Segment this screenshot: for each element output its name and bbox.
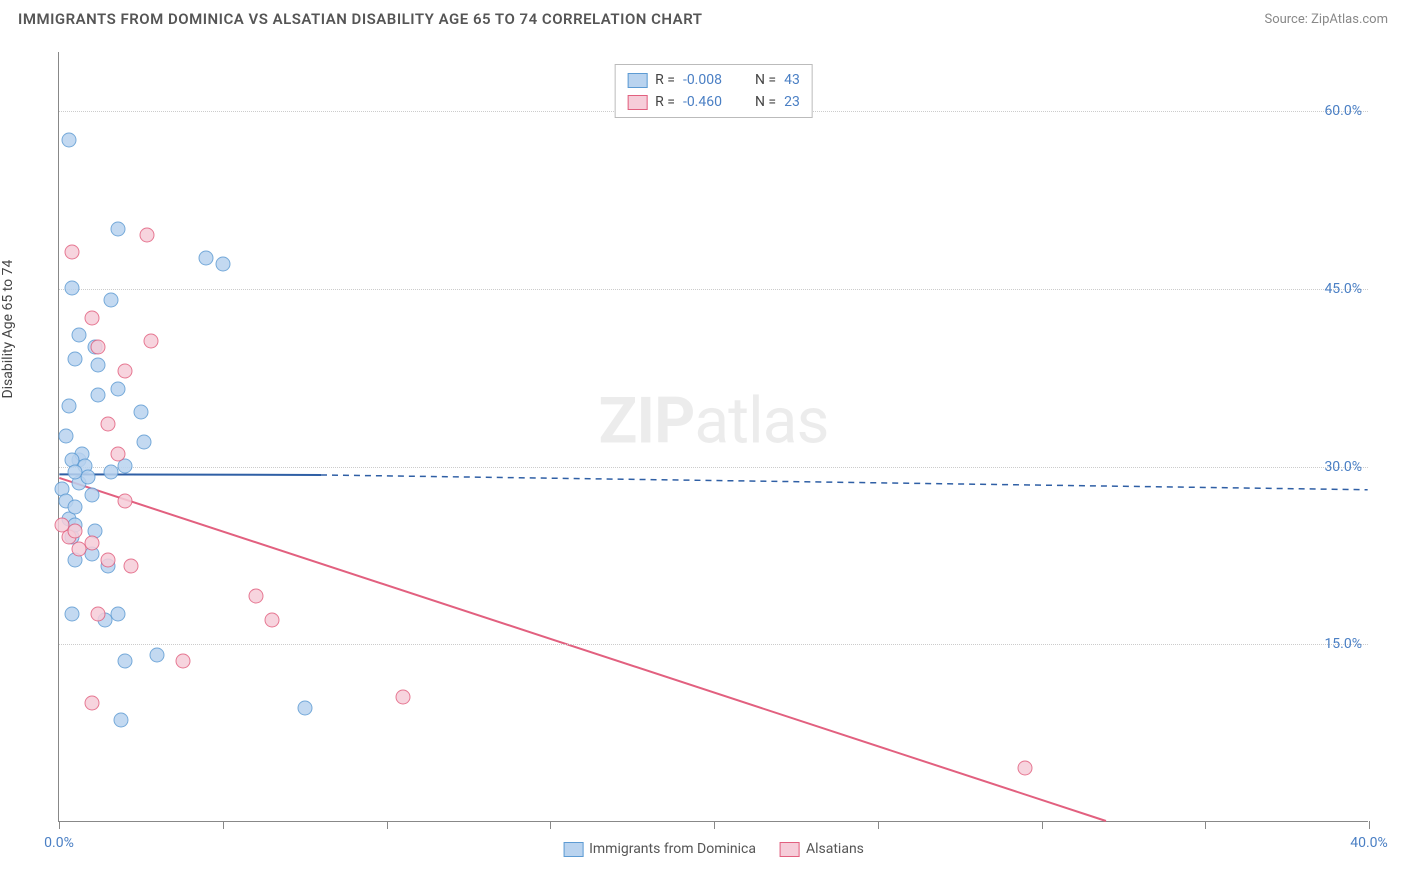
data-point xyxy=(65,606,80,621)
data-point xyxy=(81,470,96,485)
swatch-icon xyxy=(627,73,647,88)
data-point xyxy=(137,434,152,449)
data-point xyxy=(68,464,83,479)
x-tick-label: 40.0% xyxy=(1350,835,1388,851)
x-tick xyxy=(223,821,224,829)
x-tick xyxy=(1369,821,1370,829)
source-label: Source: ZipAtlas.com xyxy=(1264,12,1388,27)
swatch-icon xyxy=(627,95,647,110)
data-point xyxy=(104,292,119,307)
data-point xyxy=(199,251,214,266)
swatch-icon xyxy=(780,842,800,857)
data-point xyxy=(91,340,106,355)
x-tick xyxy=(59,821,60,829)
y-tick-label: 60.0% xyxy=(1324,103,1362,119)
data-point xyxy=(65,280,80,295)
data-point xyxy=(395,689,410,704)
x-tick xyxy=(387,821,388,829)
y-tick-label: 15.0% xyxy=(1324,636,1362,652)
r-label: R = xyxy=(655,69,675,91)
data-point xyxy=(150,648,165,663)
y-axis-label: Disability Age 65 to 74 xyxy=(0,260,16,399)
data-point xyxy=(58,429,73,444)
chart-title: IMMIGRANTS FROM DOMINICA VS ALSATIAN DIS… xyxy=(18,10,702,28)
watermark: ZIPatlas xyxy=(599,384,829,459)
data-point xyxy=(124,559,139,574)
scatter-plot: ZIPatlas R = -0.008 N = 43 R = -0.460 N … xyxy=(58,52,1368,822)
r-value: -0.008 xyxy=(683,69,737,91)
gridline xyxy=(59,289,1368,290)
n-label: N = xyxy=(755,91,776,113)
data-point xyxy=(84,535,99,550)
data-point xyxy=(68,500,83,515)
data-point xyxy=(84,310,99,325)
data-point xyxy=(101,553,116,568)
series-label: Immigrants from Dominica xyxy=(589,841,756,857)
data-point xyxy=(117,363,132,378)
data-point xyxy=(84,695,99,710)
n-value: 23 xyxy=(784,91,800,113)
data-point xyxy=(91,387,106,402)
data-point xyxy=(104,464,119,479)
series-label: Alsatians xyxy=(806,841,864,857)
r-value: -0.460 xyxy=(683,91,737,113)
data-point xyxy=(176,654,191,669)
data-point xyxy=(117,494,132,509)
data-point xyxy=(110,446,125,461)
x-tick xyxy=(550,821,551,829)
data-point xyxy=(110,606,125,621)
data-point xyxy=(101,417,116,432)
x-tick xyxy=(878,821,879,829)
legend-item: Immigrants from Dominica xyxy=(563,841,756,857)
data-point xyxy=(140,227,155,242)
gridline xyxy=(59,644,1368,645)
data-point xyxy=(91,357,106,372)
series-legend: Immigrants from Dominica Alsatians xyxy=(563,841,864,857)
regression-lines xyxy=(59,52,1368,821)
data-point xyxy=(84,488,99,503)
data-point xyxy=(117,654,132,669)
n-label: N = xyxy=(755,69,776,91)
data-point xyxy=(215,257,230,272)
data-point xyxy=(264,612,279,627)
data-point xyxy=(61,399,76,414)
data-point xyxy=(68,523,83,538)
swatch-icon xyxy=(563,842,583,857)
data-point xyxy=(143,334,158,349)
legend-item: Alsatians xyxy=(780,841,864,857)
data-point xyxy=(1018,760,1033,775)
y-tick-label: 45.0% xyxy=(1324,281,1362,297)
data-point xyxy=(91,606,106,621)
chart-container: Disability Age 65 to 74 ZIPatlas R = -0.… xyxy=(18,40,1388,880)
data-point xyxy=(248,588,263,603)
data-point xyxy=(297,701,312,716)
x-tick xyxy=(1042,821,1043,829)
data-point xyxy=(71,328,86,343)
correlation-legend: R = -0.008 N = 43 R = -0.460 N = 23 xyxy=(614,64,813,118)
legend-row: R = -0.460 N = 23 xyxy=(627,91,800,113)
x-tick-label: 0.0% xyxy=(44,835,74,851)
legend-row: R = -0.008 N = 43 xyxy=(627,69,800,91)
x-tick xyxy=(1205,821,1206,829)
data-point xyxy=(110,381,125,396)
y-tick-label: 30.0% xyxy=(1324,459,1362,475)
data-point xyxy=(68,352,83,367)
r-label: R = xyxy=(655,91,675,113)
data-point xyxy=(114,713,129,728)
data-point xyxy=(65,245,80,260)
n-value: 43 xyxy=(784,69,800,91)
x-tick xyxy=(714,821,715,829)
data-point xyxy=(110,221,125,236)
data-point xyxy=(133,405,148,420)
data-point xyxy=(61,132,76,147)
gridline xyxy=(59,467,1368,468)
